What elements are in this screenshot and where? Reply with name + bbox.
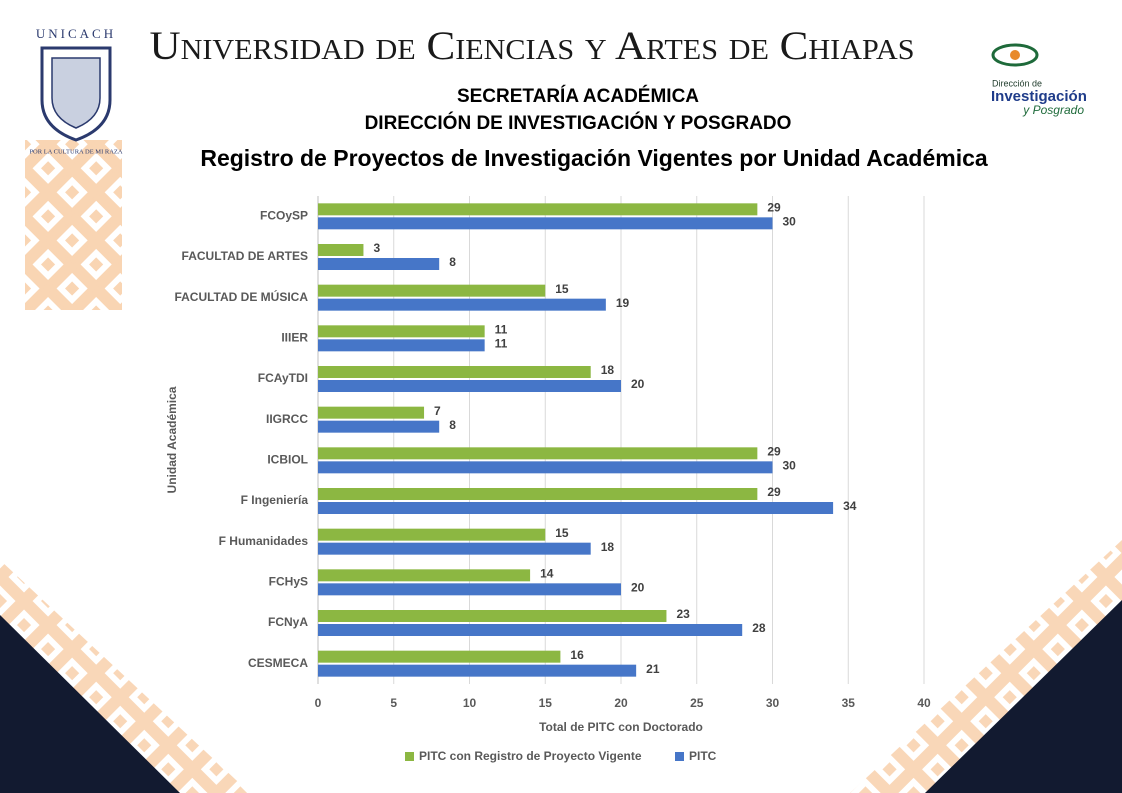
y-tick-label: FACULTAD DE MÚSICA	[174, 289, 308, 304]
logo-text: Investigación	[991, 88, 1087, 105]
x-axis-title: Total de PITC con Doctorado	[539, 720, 703, 734]
x-tick-label: 20	[614, 696, 628, 710]
logo-text: Dirección de	[992, 78, 1042, 88]
bar	[318, 298, 606, 311]
value-label: 34	[843, 499, 857, 513]
logo-text: UNICACH	[36, 26, 116, 41]
value-label: 8	[449, 255, 456, 269]
bar	[318, 610, 667, 622]
value-label: 28	[752, 621, 766, 635]
value-label: 30	[783, 215, 797, 229]
value-label: 18	[601, 540, 615, 554]
bar	[318, 284, 546, 297]
legend-label: PITC con Registro de Proyecto Vigente	[419, 749, 642, 763]
y-tick-label: F Humanidades	[219, 534, 309, 548]
bar	[318, 258, 440, 270]
bar	[318, 447, 758, 460]
y-tick-label: CESMECA	[248, 656, 308, 670]
y-tick-label: FCNyA	[268, 615, 308, 629]
y-tick-label: IIIER	[281, 331, 308, 345]
y-tick-label: FCOySP	[260, 209, 308, 223]
bar	[318, 244, 364, 256]
bar	[318, 502, 834, 514]
value-label: 29	[767, 445, 781, 459]
decoration	[25, 140, 122, 310]
bar	[318, 325, 485, 338]
legend-swatch	[675, 752, 684, 761]
value-label: 20	[631, 377, 645, 391]
value-label: 23	[676, 607, 690, 621]
y-tick-label: IIGRCC	[266, 412, 308, 426]
value-label: 11	[495, 337, 508, 351]
value-label: 19	[616, 296, 630, 310]
x-tick-label: 10	[463, 696, 477, 710]
decoration	[0, 615, 180, 793]
bar	[318, 664, 637, 677]
x-tick-label: 35	[842, 696, 856, 710]
value-label: 7	[434, 404, 441, 418]
bar	[318, 461, 773, 474]
bar	[318, 542, 591, 555]
logo-text: POR LA CULTURA DE MI RAZA	[29, 148, 122, 155]
bar	[318, 406, 425, 419]
x-tick-label: 15	[539, 696, 553, 710]
bar	[318, 528, 546, 541]
x-tick-label: 40	[917, 696, 931, 710]
x-tick-label: 5	[390, 696, 397, 710]
y-tick-label: ICBIOL	[267, 453, 308, 467]
value-label: 3	[373, 241, 380, 255]
value-label: 29	[767, 485, 781, 499]
value-label: 30	[783, 459, 797, 473]
header-line: DIRECCIÓN DE INVESTIGACIÓN Y POSGRADO	[365, 112, 792, 134]
legend-swatch	[405, 752, 414, 761]
bar	[318, 366, 591, 378]
university-name: Universidad de Ciencias y Artes de Chiap…	[150, 23, 915, 68]
logo-core	[1010, 50, 1020, 60]
bar	[318, 569, 531, 582]
decoration	[925, 600, 1122, 793]
logo-orbit	[991, 43, 1039, 67]
x-tick-label: 25	[690, 696, 704, 710]
y-tick-label: FCHyS	[269, 575, 308, 589]
bar	[318, 650, 561, 663]
y-axis-title: Unidad Académica	[165, 386, 179, 493]
bar	[318, 420, 440, 433]
y-tick-label: FACULTAD DE ARTES	[182, 249, 308, 263]
value-label: 15	[555, 526, 569, 540]
value-label: 16	[570, 648, 584, 662]
x-tick-label: 30	[766, 696, 780, 710]
bar	[318, 583, 621, 596]
y-tick-label: FCAyTDI	[258, 371, 308, 385]
value-label: 14	[540, 567, 554, 581]
value-label: 11	[495, 323, 508, 337]
chart-title: Registro de Proyectos de Investigación V…	[200, 145, 988, 171]
value-label: 18	[601, 363, 615, 377]
value-label: 21	[646, 662, 660, 676]
bar	[318, 217, 773, 230]
value-label: 29	[767, 201, 781, 215]
bar	[318, 624, 743, 636]
value-label: 8	[449, 418, 456, 432]
bar	[318, 203, 758, 216]
bar	[318, 380, 621, 392]
header-line: SECRETARÍA ACADÉMICA	[457, 85, 699, 107]
shield-inner	[51, 57, 101, 129]
x-tick-label: 0	[315, 696, 322, 710]
legend-label: PITC	[689, 749, 717, 763]
bar	[318, 488, 758, 500]
value-label: 15	[555, 282, 569, 296]
y-tick-label: F Ingeniería	[241, 493, 309, 507]
logo-text: y Posgrado	[1022, 103, 1084, 117]
bar	[318, 339, 485, 352]
value-label: 20	[631, 581, 645, 595]
